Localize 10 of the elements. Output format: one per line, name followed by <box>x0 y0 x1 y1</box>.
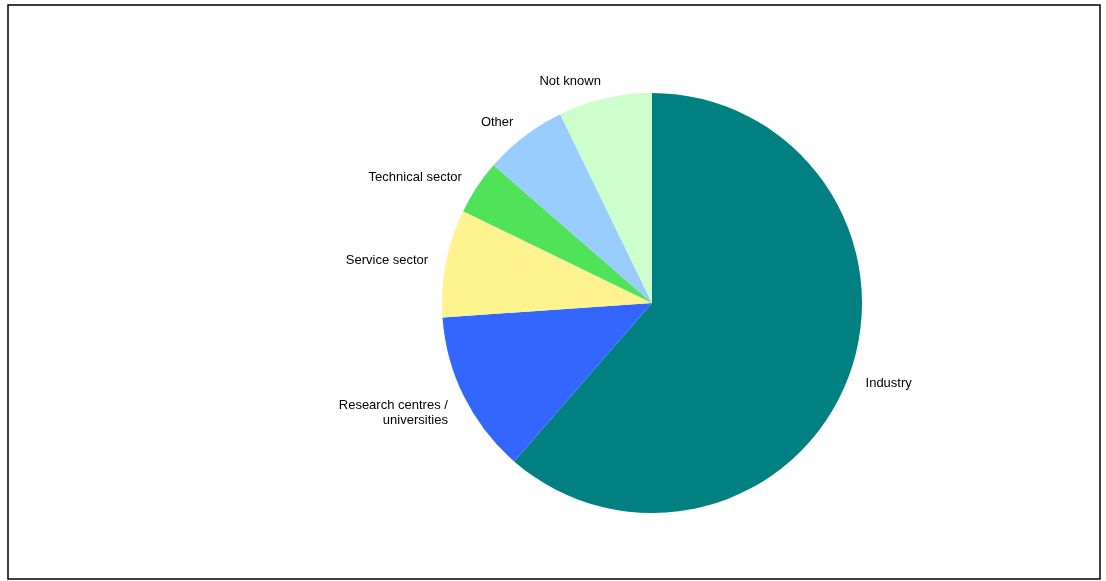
slice-label: Technical sector <box>368 169 463 185</box>
slice-label: Other <box>480 113 515 129</box>
slice-label: Industry <box>865 374 913 390</box>
slice-label: Service sector <box>345 251 429 267</box>
pie-slice <box>463 165 652 303</box>
pie-slice <box>560 93 652 303</box>
pie-slice <box>514 93 862 513</box>
slice-label: Research centres / universities <box>338 396 449 427</box>
slice-label: Not known <box>539 72 601 88</box>
pie-slice <box>442 211 652 318</box>
